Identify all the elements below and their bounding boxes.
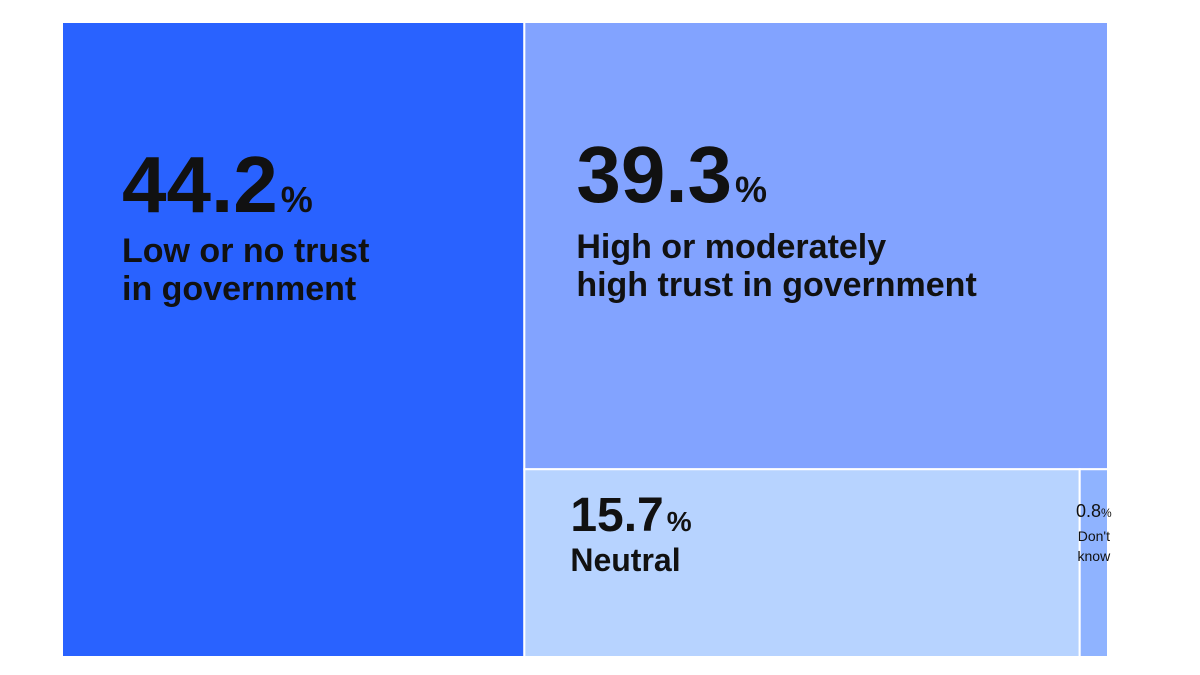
- tile-high: [523, 21, 1109, 471]
- category-label-high-line-1: High or moderately: [576, 228, 886, 266]
- treemap-tiles: [61, 21, 1109, 658]
- category-label-neutral-line-1: Neutral: [570, 542, 680, 578]
- value-label-neutral: 15.7%: [570, 489, 691, 542]
- category-label-dontknow-line-2: know: [1078, 548, 1112, 564]
- category-label-low-line-1: Low or no trust: [122, 232, 369, 270]
- value-label-dontknow: 0.8%: [1076, 501, 1112, 521]
- tile-low: [61, 21, 526, 658]
- category-label-low-line-2: in government: [122, 270, 356, 308]
- tile-neutral: [523, 468, 1081, 658]
- value-label-high: 39.3%: [576, 130, 767, 219]
- value-label-low: 44.2%: [122, 140, 313, 229]
- category-label-high-line-2: high trust in government: [576, 266, 976, 304]
- category-label-dontknow-line-1: Don't: [1078, 528, 1110, 544]
- tile-dontknow: [1078, 468, 1109, 658]
